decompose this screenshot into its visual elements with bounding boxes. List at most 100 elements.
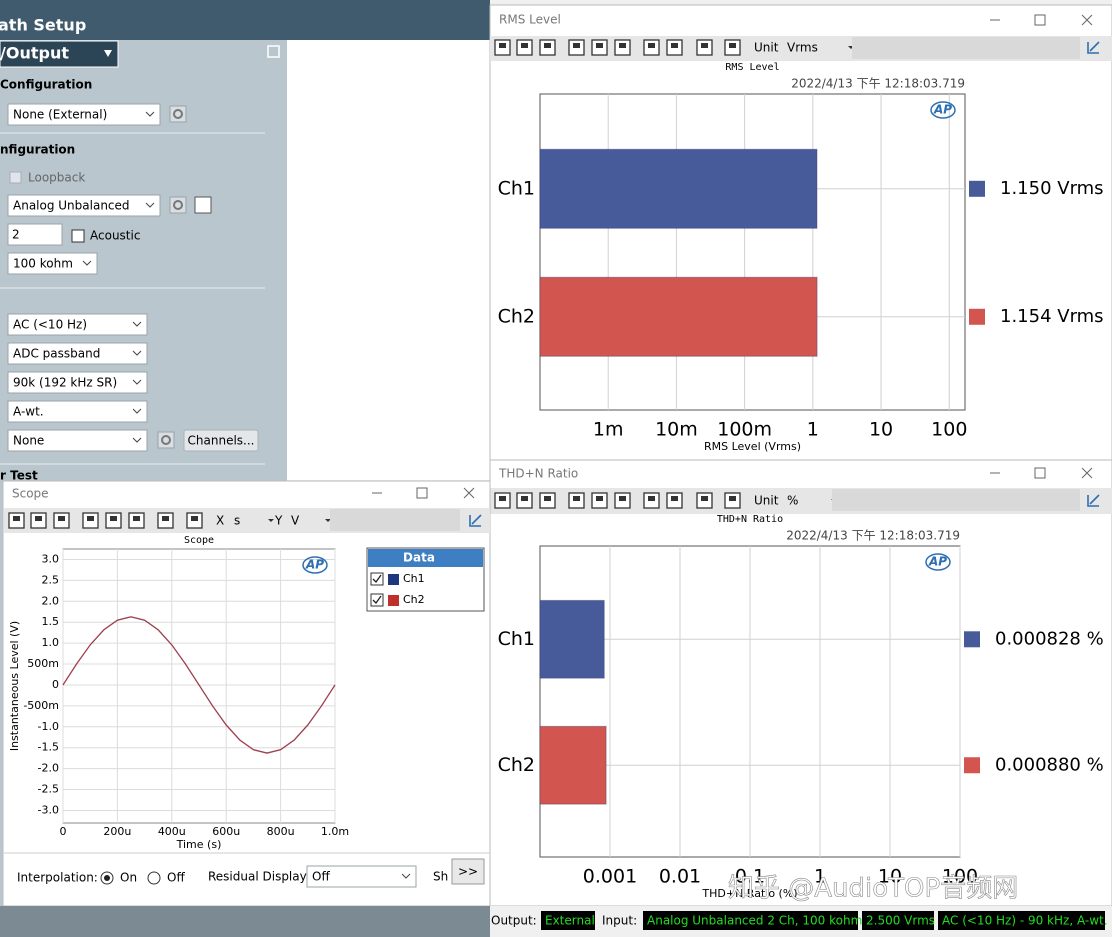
panel-title: ath Setup — [0, 16, 86, 35]
x-axis-label: Time (s) — [176, 838, 222, 851]
button-label[interactable]: Channels... — [188, 434, 255, 448]
output-selector-label[interactable]: /Output — [0, 44, 69, 63]
legend-checkbox[interactable] — [370, 572, 384, 586]
gear-button[interactable] — [157, 431, 175, 449]
select[interactable] — [7, 313, 148, 336]
toolbar-label: X — [216, 514, 224, 528]
close-button[interactable] — [1081, 467, 1093, 479]
select-value[interactable]: Analog Unbalanced — [13, 199, 130, 213]
y-tick-label: -1.5 — [38, 741, 59, 754]
more-button[interactable] — [451, 858, 485, 885]
unit-select[interactable]: Vrms — [787, 41, 818, 55]
category-label: Ch2 — [498, 305, 535, 327]
toolbar-icon-detail — [648, 43, 655, 48]
option-label: Residual Display: — [208, 870, 310, 884]
select-value[interactable]: 100 kohm — [13, 257, 73, 271]
legend-swatch — [388, 574, 399, 585]
radio-off[interactable] — [147, 871, 161, 885]
bar — [539, 276, 818, 357]
toolbar-icon-detail — [521, 496, 528, 501]
y-tick-label: 1.5 — [42, 615, 60, 628]
select[interactable] — [7, 400, 148, 423]
select[interactable] — [7, 371, 148, 394]
chart-title: Scope — [184, 535, 214, 546]
maximize-button[interactable] — [1034, 14, 1046, 26]
legend-title: Data — [403, 551, 435, 565]
select[interactable] — [7, 342, 148, 365]
toolbar-icon-detail — [162, 516, 169, 521]
checkbox-label: Loopback — [28, 171, 85, 185]
logo: AP — [305, 558, 324, 572]
checkbox[interactable] — [9, 171, 22, 184]
x-tick-label: 0.1 — [735, 866, 765, 888]
toolbar-icon-detail — [573, 496, 580, 501]
section-heading: r Test — [0, 469, 38, 483]
toolbar-icon-detail — [133, 516, 140, 521]
dropdown-arrow — [268, 519, 274, 522]
select-value[interactable]: A-wt. — [13, 405, 44, 419]
dock-icon[interactable] — [1087, 41, 1100, 54]
x-unit-select[interactable]: s — [234, 514, 240, 528]
bar — [539, 599, 605, 679]
select-value[interactable]: AC (<10 Hz) — [13, 318, 87, 332]
toolbar-label: Unit — [754, 41, 779, 55]
select-value[interactable]: 90k (192 kHz SR) — [13, 376, 117, 390]
y-tick-label: -3.0 — [38, 803, 59, 816]
select-value[interactable]: None — [13, 434, 44, 448]
toolbar-spacer — [832, 489, 1080, 511]
toolbar-icon-detail — [544, 43, 551, 48]
maximize-button[interactable] — [1034, 467, 1046, 479]
y-tick-label: 2.5 — [42, 573, 60, 586]
checkbox[interactable] — [71, 229, 85, 243]
logo-ring — [930, 101, 956, 119]
select-value[interactable]: Off — [312, 870, 330, 884]
legend-label: Ch2 — [403, 593, 425, 606]
gear-button[interactable] — [169, 196, 187, 214]
select[interactable] — [306, 865, 417, 888]
toolbar-icon-detail — [499, 496, 506, 501]
legend-check — [372, 595, 382, 605]
select-value[interactable]: ADC passband — [13, 347, 100, 361]
select[interactable] — [7, 103, 161, 126]
logo: AP — [928, 555, 947, 569]
toolbar-spacer — [852, 37, 1080, 59]
y-unit-select[interactable]: V — [291, 514, 300, 528]
popout-icon[interactable] — [267, 45, 280, 58]
window-title: THD+N Ratio — [498, 467, 578, 481]
gear-button[interactable] — [169, 105, 187, 123]
series-line — [62, 616, 336, 754]
spinner-value[interactable]: 2 — [12, 228, 20, 242]
select[interactable] — [7, 252, 98, 275]
unit-select[interactable]: % — [787, 494, 798, 508]
maximize-button[interactable] — [416, 487, 428, 499]
select-value[interactable]: None (External) — [13, 108, 107, 122]
dropdown-arrow — [325, 519, 331, 522]
info-button[interactable] — [194, 196, 212, 214]
spinner[interactable] — [7, 223, 63, 246]
close-button[interactable] — [1081, 14, 1093, 26]
x-tick-label: 0.01 — [659, 866, 701, 888]
legend-header — [368, 549, 483, 567]
toolbar-icon-detail — [701, 496, 708, 501]
select[interactable] — [7, 194, 161, 217]
dock-icon[interactable] — [1087, 494, 1100, 507]
button-label[interactable]: >> — [458, 865, 478, 879]
legend-swatch — [964, 631, 980, 648]
output-selector[interactable] — [0, 40, 119, 68]
close-button[interactable] — [463, 487, 475, 499]
select[interactable] — [7, 429, 148, 452]
x-tick-label: 10 — [869, 419, 893, 441]
status-value: 2.500 Vrms — [866, 914, 935, 928]
checkbox-label: Acoustic — [90, 229, 140, 243]
button[interactable] — [183, 429, 259, 452]
window-title: Scope — [12, 487, 49, 501]
legend-checkbox[interactable] — [370, 593, 384, 607]
y-tick-label: 0 — [52, 678, 59, 691]
dock-icon[interactable] — [469, 514, 482, 527]
chart-title: THD+N Ratio — [717, 514, 783, 525]
status-label: Input: — [602, 914, 637, 928]
plot-area — [539, 93, 966, 411]
